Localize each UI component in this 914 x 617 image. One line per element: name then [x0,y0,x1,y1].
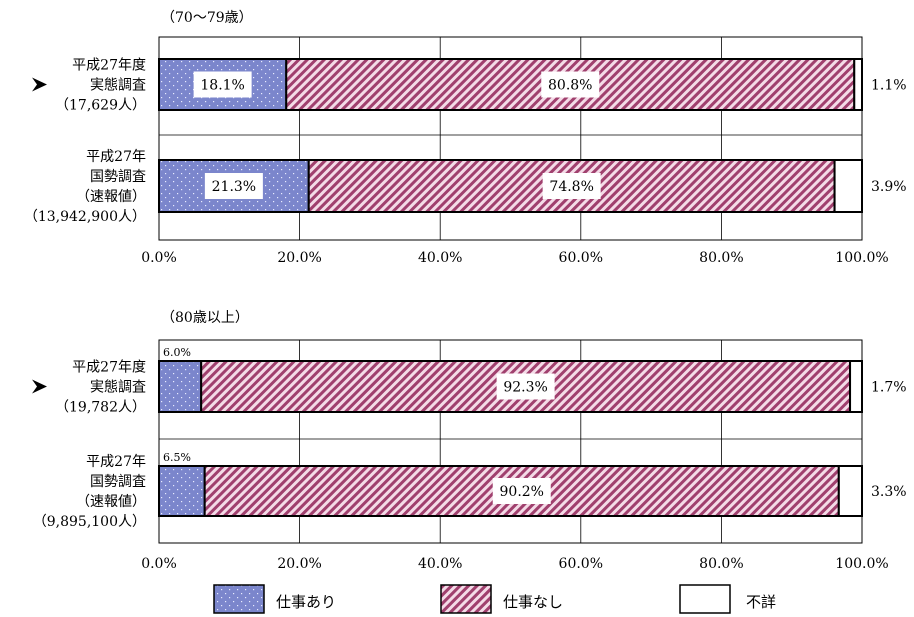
legend-swatch-nowork [440,584,492,614]
x-tick-label: 60.0% [559,556,603,572]
data-label: 92.3% [503,380,547,396]
bar-segment [833,159,864,213]
category-label: 平成27年 [86,149,146,165]
data-label-box [193,71,252,98]
category-label: 実態調査 [90,78,146,94]
bar-segment [849,360,864,413]
bar-segment [158,465,206,517]
category-label: （速報値） [76,494,146,510]
chart-panel-2: （80歳以上） 0.0% 20.0% 40.0% 60.0% 80.0% 100.0% 平成2… [32,310,907,572]
chart-title: （80歳以上） [161,310,249,326]
x-tick-label: 100.0% [835,250,888,266]
data-label: 1.7% [871,380,907,396]
legend-label-unknown: 不詳 [746,593,776,611]
bar-segment [837,465,864,517]
bar-segment [853,58,864,111]
x-tick-label: 100.0% [835,556,888,572]
plot-area [158,339,863,544]
data-label: 80.8% [548,78,592,94]
data-label: 3.3% [871,484,907,500]
category-label: （9,895,100人） [33,514,146,530]
legend-swatch-work [213,584,265,614]
data-label: 90.2% [500,484,544,500]
bar-segment [158,360,203,413]
legend-label-work: 仕事あり [276,593,336,611]
data-label-box [542,173,601,199]
x-tick-label: 20.0% [277,250,321,266]
x-tick-label: 40.0% [418,556,462,572]
category-label: 平成27年 [86,454,146,470]
data-label: 3.9% [871,179,907,195]
data-label-box [496,373,555,400]
data-label-box [492,478,551,504]
category-label: （13,942,900人） [24,209,146,225]
x-tick-label: 0.0% [141,250,177,266]
x-tick-label: 60.0% [559,250,603,266]
data-label: 18.1% [200,78,244,94]
plot-area [158,36,863,241]
category-label: 平成27年度 [72,360,146,376]
data-label: 1.1% [871,78,907,94]
data-label: 21.3% [212,179,256,195]
x-tick-label: 80.0% [699,556,743,572]
data-label: 6.0% [163,346,191,359]
category-label: （19,782人） [55,400,146,416]
chart-title: （70～79歳） [161,10,253,26]
legend-label-nowork: 仕事なし [503,593,563,611]
chart-panel-1: （70～79歳） 0.0% 20.0% 40.0% 60.0% 80.0% 100.0% 平成… [24,10,907,266]
data-label-box [204,173,263,199]
x-tick-label: 80.0% [699,250,743,266]
arrow-icon [32,77,47,92]
legend-swatch-unknown [679,584,731,614]
category-label: （速報値） [76,189,146,205]
data-label: 74.8% [549,179,593,195]
data-label-box [541,71,600,98]
category-label: 国勢調査 [90,169,146,185]
category-label: 平成27年度 [72,58,146,74]
category-label: 実態調査 [90,380,146,396]
category-label: （17,629人） [55,98,146,114]
x-tick-label: 40.0% [418,250,462,266]
x-tick-label: 20.0% [277,556,321,572]
x-tick-label: 0.0% [141,556,177,572]
data-label: 6.5% [163,451,191,464]
legend: 仕事あり 仕事なし 不詳 [213,584,776,614]
category-label: 国勢調査 [90,474,146,490]
arrow-icon [32,379,47,394]
